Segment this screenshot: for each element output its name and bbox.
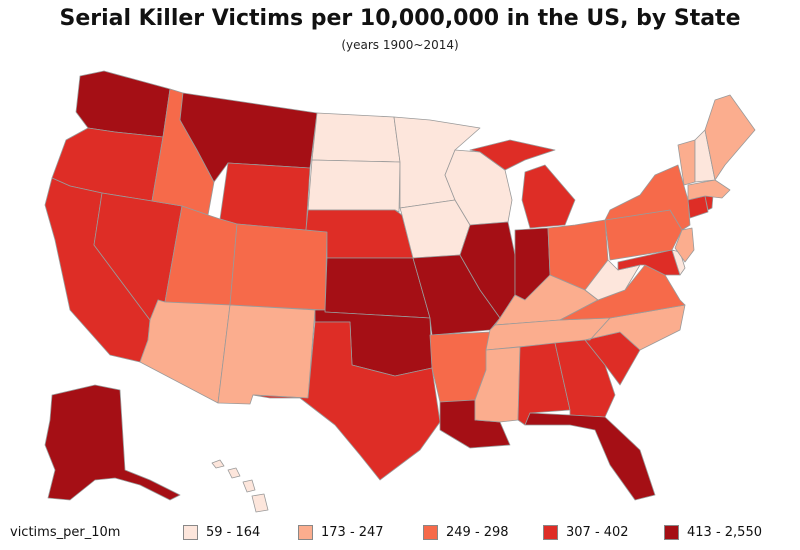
legend-variable-name: victims_per_10m xyxy=(10,525,121,540)
legend-label: 413 - 2,550 xyxy=(687,525,762,540)
state-IA xyxy=(399,199,471,259)
legend-item: 307 - 402 xyxy=(543,525,629,540)
state-SD xyxy=(307,159,401,213)
state-WI xyxy=(444,149,513,226)
state-HI xyxy=(211,459,269,513)
map-legend: victims_per_10m 59 - 164 173 - 247 249 -… xyxy=(0,522,800,548)
legend-item: 173 - 247 xyxy=(298,525,384,540)
state-MI xyxy=(469,139,576,229)
legend-item: 413 - 2,550 xyxy=(664,525,762,540)
state-KS xyxy=(324,257,431,319)
legend-swatch xyxy=(298,525,313,540)
state-VA xyxy=(559,264,686,321)
state-FL xyxy=(524,412,656,501)
map-title: Serial Killer Victims per 10,000,000 in … xyxy=(59,6,741,31)
state-WY xyxy=(219,162,311,231)
legend-label: 307 - 402 xyxy=(566,525,629,540)
legend-swatch xyxy=(183,525,198,540)
legend-label: 59 - 164 xyxy=(206,525,261,540)
legend-item: 249 - 298 xyxy=(423,525,509,540)
state-AK xyxy=(44,384,181,501)
state-AZ xyxy=(139,299,231,404)
state-TX xyxy=(252,321,441,481)
legend-label: 249 - 298 xyxy=(446,525,509,540)
state-ME xyxy=(704,94,756,181)
state-NJ xyxy=(674,227,695,263)
legend-item: 59 - 164 xyxy=(183,525,260,540)
state-WA xyxy=(75,70,171,138)
us-choropleth-map xyxy=(44,70,756,513)
state-ND xyxy=(311,112,401,163)
state-NM xyxy=(217,304,316,405)
legend-label: 173 - 247 xyxy=(321,525,384,540)
map-subtitle: (years 1900~2014) xyxy=(341,38,459,52)
state-CO xyxy=(229,223,328,311)
legend-swatch xyxy=(543,525,558,540)
legend-swatch xyxy=(664,525,679,540)
legend-swatch xyxy=(423,525,438,540)
